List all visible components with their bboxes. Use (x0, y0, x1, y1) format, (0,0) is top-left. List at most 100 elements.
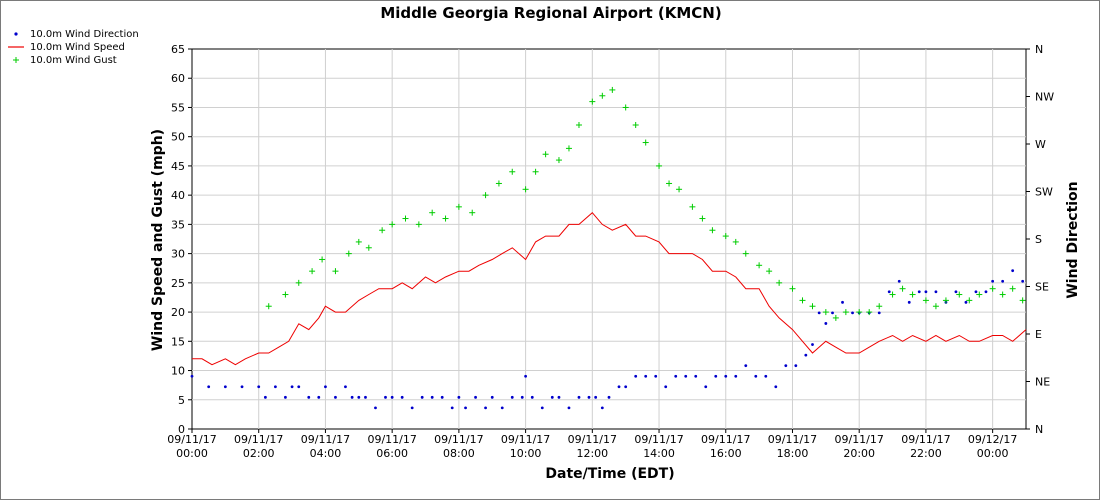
y2-tick-label: W (1035, 138, 1046, 151)
legend-item: 10.0m Wind Direction (14, 29, 139, 40)
wind-gust-point (1009, 285, 1016, 292)
wind-direction-point (550, 395, 554, 399)
x-tick-date-label: 09/11/17 (701, 433, 750, 446)
wind-direction-point (784, 364, 788, 368)
wind-direction-point (897, 279, 901, 283)
x-tick-date-label: 09/11/17 (434, 433, 483, 446)
wind-direction-point (924, 290, 928, 294)
wind-direction-point (520, 395, 524, 399)
legend-item: 10.0m Wind Speed (8, 42, 125, 53)
y2-tick-label: S (1035, 233, 1042, 246)
wind-gust-point (415, 221, 422, 228)
wind-gust-point (742, 250, 749, 257)
x-tick-date-label: 09/11/17 (768, 433, 817, 446)
wind-direction-point (811, 343, 814, 346)
wind-gust-point (295, 279, 302, 286)
wind-direction-point (841, 300, 844, 304)
wind-direction-point (624, 385, 628, 389)
wind-direction-point (577, 395, 581, 399)
wind-direction-point (704, 385, 708, 389)
wind-gust-point (899, 285, 906, 292)
wind-direction-point (223, 385, 227, 389)
wind-direction-point (600, 406, 604, 410)
wind-gust-point (345, 250, 352, 257)
wind-direction-point (384, 395, 387, 399)
wind-gust-point (989, 285, 996, 292)
wind-direction-point (824, 322, 828, 325)
wind-gust-point (966, 297, 973, 304)
wind-direction-point (887, 290, 891, 294)
wind-direction-point (617, 385, 621, 389)
wind-direction-point (524, 374, 527, 378)
legend: 10.0m Wind Direction 10.0m Wind Speed 10.0… (8, 29, 139, 66)
legend-item: 10.0m Wind Gust (13, 55, 117, 66)
wind-gust-point (932, 303, 939, 310)
wind-direction-point (817, 311, 821, 315)
y2-tick-label: SW (1035, 186, 1053, 199)
y-tick-label: 55 (171, 101, 185, 114)
wind-gust-point (482, 192, 489, 199)
wind-gust-point (666, 180, 673, 187)
x-tick-date-label: 09/11/17 (367, 433, 416, 446)
wind-gust-point (832, 314, 839, 321)
wind-gust-point (676, 186, 683, 193)
wind-direction-point (257, 385, 261, 389)
y2-tick-label: NW (1035, 91, 1054, 104)
wind-gust-point (1019, 297, 1026, 304)
x-tick-date-label: 09/11/17 (301, 433, 350, 446)
wind-gust-point (265, 303, 272, 310)
x-tick-time-label: 00:00 (176, 447, 208, 460)
wind-direction-point (297, 385, 301, 389)
x-tick-date-label: 09/12/17 (968, 433, 1017, 446)
wind-direction-point (644, 374, 648, 378)
wind-gust-point (542, 151, 549, 158)
wind-gust-point (756, 262, 763, 269)
y2-tick-label: N (1035, 423, 1043, 436)
wind-gust-point (565, 145, 572, 152)
wind-gust-point (509, 168, 516, 175)
wind-gust-point (532, 168, 539, 175)
x-tick-time-label: 02:00 (243, 447, 275, 460)
wind-direction-point (954, 290, 958, 294)
wind-gust-point (555, 157, 562, 164)
wind-gust-point (699, 215, 706, 222)
wind-direction-point (794, 364, 798, 368)
wind-gust-point (976, 291, 983, 298)
wind-direction-point (607, 395, 611, 399)
wind-direction-point (1021, 279, 1025, 283)
wind-gust-point (656, 162, 663, 169)
wind-direction-point (440, 395, 444, 399)
x-tick-time-label: 16:00 (710, 447, 742, 460)
y-tick-label: 45 (171, 160, 185, 173)
wind-direction-point (410, 406, 414, 410)
wind-direction-point (724, 374, 728, 378)
y-tick-label: 40 (171, 189, 185, 202)
wind-direction-point (684, 374, 688, 378)
y-tick-label: 15 (171, 335, 185, 348)
wind-gust-point (709, 227, 716, 234)
wind-direction-point (284, 395, 287, 399)
x-axis-title: Date/Time (EDT) (545, 466, 674, 482)
wind-direction-point (734, 374, 738, 378)
wind-direction-point (274, 385, 277, 389)
wind-direction-point (804, 353, 808, 357)
wind-direction-point (364, 395, 367, 399)
wind-gust-point (389, 221, 396, 228)
wind-direction-point (334, 395, 337, 399)
x-tick-time-label: 08:00 (443, 447, 475, 460)
wind-gust-point (799, 297, 806, 304)
wind-gust-point (942, 297, 949, 304)
wind-gust-point (722, 233, 729, 240)
wind-gust-point (429, 209, 436, 216)
y-tick-label: 60 (171, 72, 185, 85)
wind-direction-point (907, 300, 911, 304)
wind-gust-point (889, 291, 896, 298)
wind-gust-point (876, 303, 883, 310)
wind-direction-point (490, 395, 494, 399)
wind-gust-point (866, 309, 873, 316)
wind-gust-point (455, 203, 462, 210)
wind-direction-point (664, 385, 668, 389)
wind-direction-point (207, 385, 211, 389)
wind-gust-point (599, 92, 606, 99)
